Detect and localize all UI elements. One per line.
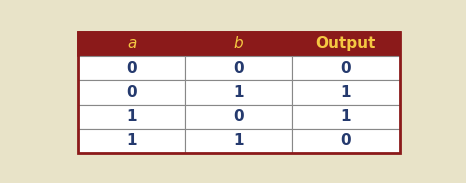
Bar (292, 104, 399, 129)
Text: 0: 0 (341, 61, 351, 76)
Bar (185, 104, 292, 129)
Bar (78, 32, 185, 56)
Bar (292, 129, 399, 153)
Bar (185, 56, 292, 80)
Bar (292, 32, 399, 56)
Text: a: a (127, 36, 137, 51)
Bar (185, 129, 292, 153)
Text: 0: 0 (233, 61, 244, 76)
Text: 0: 0 (341, 133, 351, 148)
Bar (185, 80, 292, 104)
Text: 0: 0 (126, 85, 137, 100)
Text: 1: 1 (126, 133, 137, 148)
Text: b: b (234, 36, 243, 51)
Bar (292, 56, 399, 80)
Bar (78, 80, 185, 104)
Bar (292, 80, 399, 104)
Text: 1: 1 (341, 109, 351, 124)
Bar (78, 129, 185, 153)
Bar (185, 32, 292, 56)
Bar (78, 104, 185, 129)
Text: 1: 1 (233, 85, 244, 100)
Text: 0: 0 (233, 109, 244, 124)
Text: 1: 1 (126, 109, 137, 124)
Bar (78, 56, 185, 80)
Text: 1: 1 (341, 85, 351, 100)
Text: 0: 0 (126, 61, 137, 76)
Text: Output: Output (315, 36, 376, 51)
Text: 1: 1 (233, 133, 244, 148)
